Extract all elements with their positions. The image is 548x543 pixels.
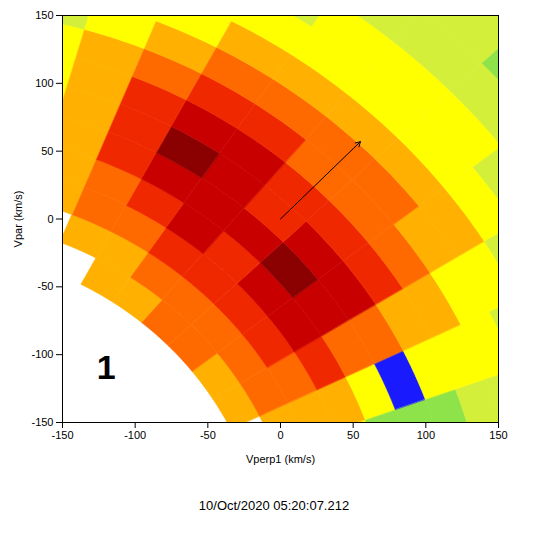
svg-text:Vperp1 (km/s): Vperp1 (km/s)	[246, 453, 315, 465]
svg-text:-50: -50	[200, 429, 216, 441]
svg-text:0: 0	[277, 429, 283, 441]
svg-text:-150: -150	[31, 416, 53, 428]
svg-text:0: 0	[47, 213, 53, 225]
svg-text:-50: -50	[38, 280, 54, 292]
svg-text:50: 50	[41, 145, 53, 157]
html-text:10/Oct/2020 05:20:07.212: 10/Oct/2020 05:20:07.212	[198, 498, 350, 513]
svg-text:150: 150	[489, 429, 507, 441]
svg-text:100: 100	[35, 77, 53, 89]
svg-text:150: 150	[35, 9, 53, 21]
svg-text:-100: -100	[124, 429, 146, 441]
svg-text:Vpar (km/s): Vpar (km/s)	[12, 191, 24, 248]
svg-text:100: 100	[417, 429, 435, 441]
svg-text:-100: -100	[31, 348, 53, 360]
svg-text:-150: -150	[51, 429, 73, 441]
svg-text:50: 50	[347, 429, 359, 441]
svg-text:1: 1	[97, 348, 116, 386]
